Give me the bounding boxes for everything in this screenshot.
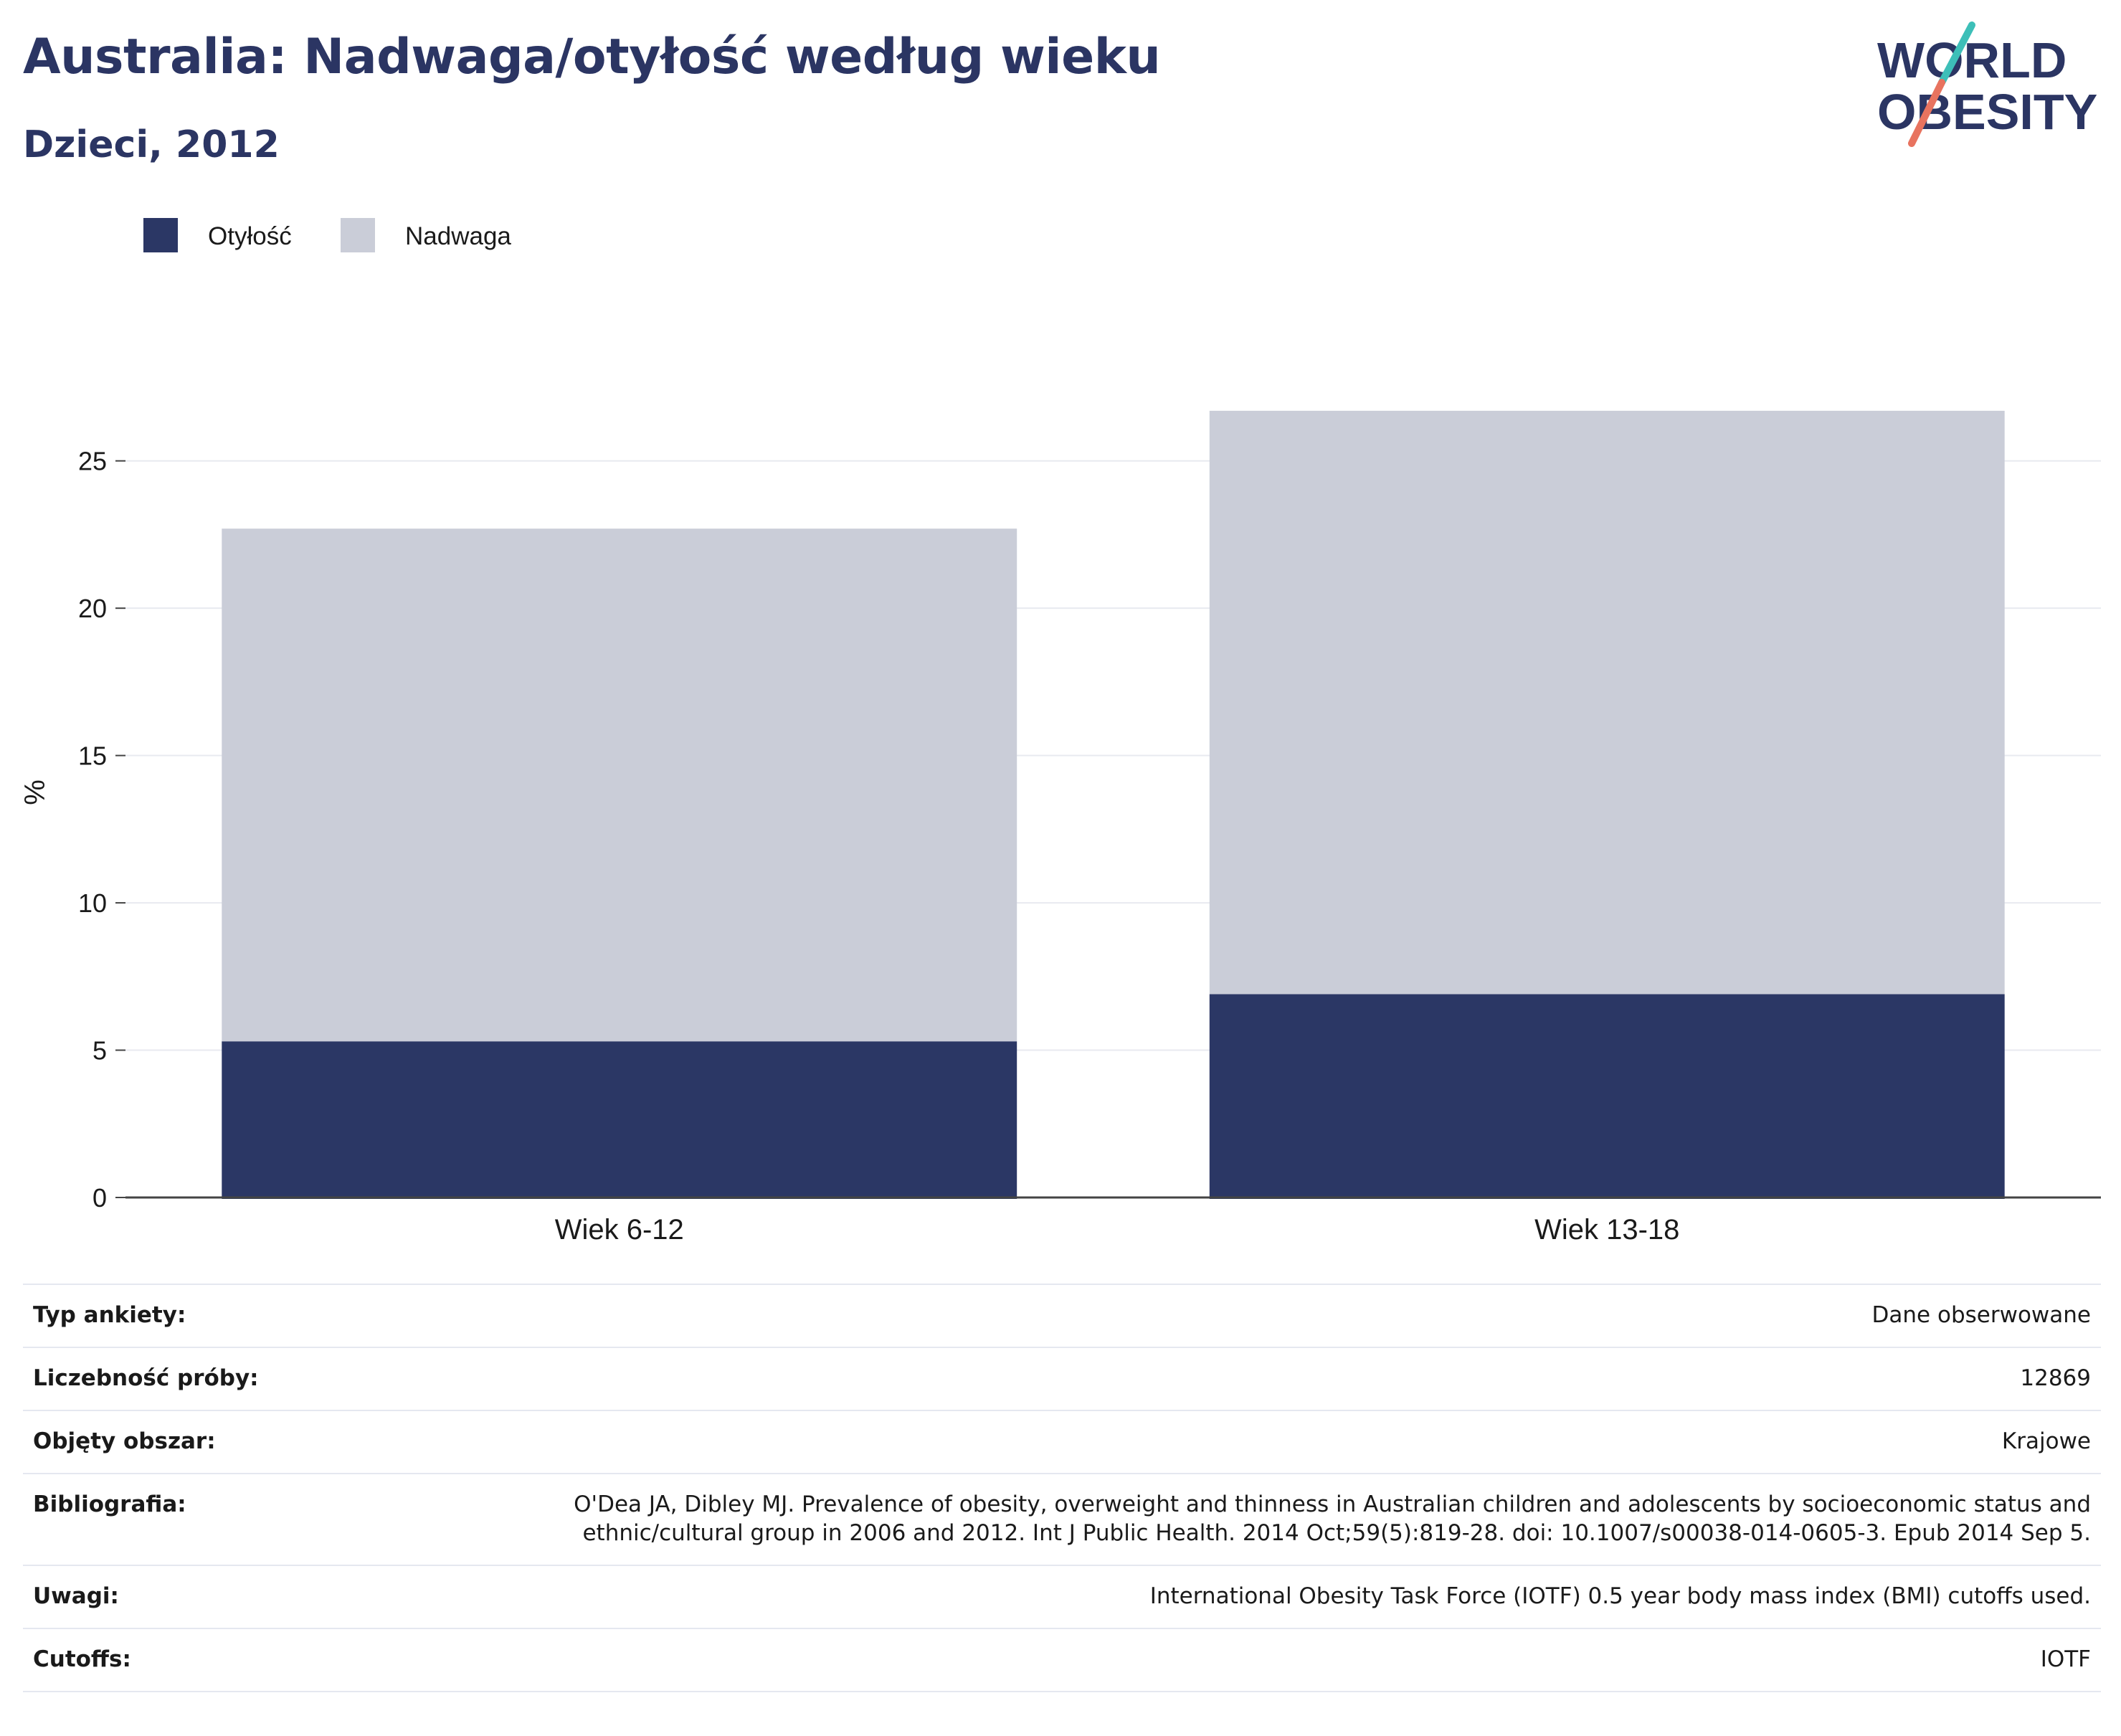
bar-nadwaga-0 bbox=[222, 528, 1017, 1042]
info-label: Uwagi: bbox=[33, 1583, 119, 1609]
info-value: International Obesity Task Force (IOTF) … bbox=[1149, 1583, 2091, 1609]
bar-nadwaga-1 bbox=[1209, 410, 2005, 995]
info-label: Cutoffs: bbox=[33, 1646, 131, 1672]
legend-swatch-1 bbox=[341, 218, 375, 252]
logo-stroke-teal bbox=[1938, 22, 1975, 86]
y-tick-label: 10 bbox=[78, 888, 107, 918]
x-tick-label: Wiek 6-12 bbox=[555, 1214, 684, 1246]
legend-label-1: Nadwaga bbox=[405, 222, 511, 250]
info-label: Liczebność próby: bbox=[33, 1365, 259, 1391]
info-value: O'Dea JA, Dibley MJ. Prevalence of obesi… bbox=[574, 1491, 2091, 1546]
info-value: Krajowe bbox=[2001, 1428, 2091, 1454]
bars bbox=[222, 410, 2005, 1199]
y-tick-label: 20 bbox=[78, 594, 107, 623]
stacked-bar-chart: Otyłość Nadwaga 0 5 10 15 20 25% Wiek 6-12 Wiek … bbox=[19, 218, 2101, 1246]
info-value: IOTF bbox=[2040, 1646, 2091, 1672]
legend: Otyłość Nadwaga bbox=[143, 218, 511, 252]
info-value: Dane obserwowane bbox=[1871, 1302, 2091, 1328]
info-label: Objęty obszar: bbox=[33, 1428, 216, 1454]
info-label: Bibliografia: bbox=[33, 1491, 186, 1517]
logo-stroke-coral bbox=[1908, 79, 1945, 147]
info-row: Uwagi: International Obesity Task Force (… bbox=[23, 1565, 2101, 1628]
bar-otylosc-0 bbox=[222, 1041, 1017, 1199]
y-tick-label: 25 bbox=[78, 447, 107, 476]
chart-title: Australia: Nadwaga/otyłość według wieku bbox=[23, 29, 1161, 85]
info-label: Typ ankiety: bbox=[33, 1302, 186, 1328]
axes: 0 5 10 15 20 25% Wiek 6-12 Wiek 13-18 bbox=[19, 447, 2101, 1246]
info-row: Bibliografia: O'Dea JA, Dibley MJ. Preval… bbox=[23, 1473, 2101, 1565]
y-tick-label: 5 bbox=[92, 1036, 107, 1066]
logo-line-1: WORLD bbox=[1877, 32, 2067, 88]
info-table: Typ ankiety: Dane obserwowane Liczebność p… bbox=[23, 1284, 2101, 1692]
y-tick-label: 0 bbox=[92, 1183, 107, 1213]
info-value: 12869 bbox=[2020, 1365, 2091, 1391]
legend-label-0: Otyłość bbox=[208, 222, 292, 250]
legend-swatch-0 bbox=[143, 218, 178, 252]
info-row: Liczebność próby: 12869 bbox=[23, 1347, 2101, 1410]
chart-subtitle: Dzieci, 2012 bbox=[23, 123, 280, 166]
x-tick-label: Wiek 13-18 bbox=[1534, 1214, 1679, 1246]
bar-otylosc-1 bbox=[1209, 994, 2005, 1199]
info-row: Typ ankiety: Dane obserwowane bbox=[23, 1284, 2101, 1347]
y-tick-label: 15 bbox=[78, 741, 107, 771]
info-row: Cutoffs: IOTF bbox=[23, 1628, 2101, 1692]
y-axis-label: % bbox=[19, 779, 51, 805]
world-obesity-logo: WORLD OBESITY bbox=[1877, 22, 2097, 147]
logo-line-2: OBESITY bbox=[1877, 84, 2097, 140]
info-row: Objęty obszar: Krajowe bbox=[23, 1410, 2101, 1473]
